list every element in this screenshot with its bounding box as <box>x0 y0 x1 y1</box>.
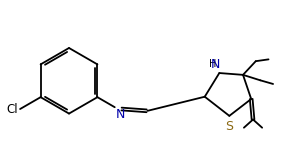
Text: Cl: Cl <box>7 103 18 116</box>
Text: H: H <box>209 59 217 69</box>
Text: N: N <box>210 58 220 71</box>
Text: N: N <box>116 108 125 121</box>
Text: S: S <box>225 120 233 133</box>
